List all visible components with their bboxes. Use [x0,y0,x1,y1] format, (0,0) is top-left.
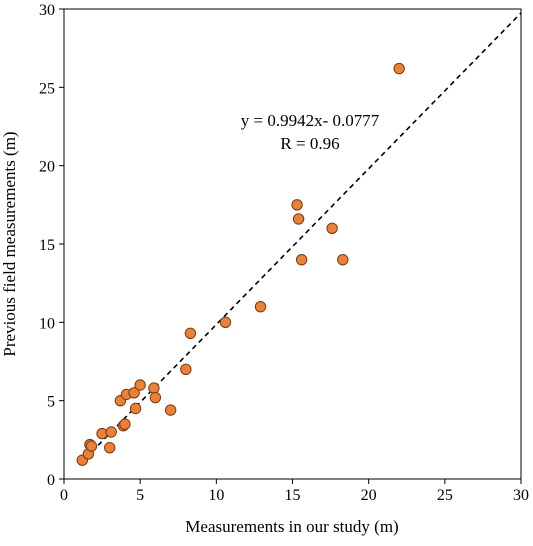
y-axis-ticks: 0 5 10 15 20 25 30 [39,2,64,489]
data-point [326,222,338,235]
data-point [96,427,108,440]
r-value-annotation: R = 0.96 [280,134,339,153]
x-tick-label: 25 [437,487,453,504]
x-tick-label: 20 [361,487,377,504]
x-axis-ticks: 0 5 10 15 20 25 30 [60,479,529,504]
x-axis-title: Measurements in our study (m) [185,517,398,536]
y-tick-label: 30 [39,2,55,19]
x-tick-label: 15 [285,487,301,504]
data-point [184,327,197,339]
data-point [128,387,140,399]
data-point [148,382,160,394]
data-point [337,253,349,266]
y-tick-label: 5 [47,394,55,411]
data-point [180,363,192,376]
data-point [129,402,142,415]
data-point [149,391,162,404]
data-point [295,253,308,266]
x-tick-label: 30 [513,487,529,504]
y-tick-label: 15 [39,237,55,254]
data-point [219,316,232,329]
data-points [76,62,405,466]
data-point [164,404,177,416]
y-tick-label: 10 [39,315,55,332]
data-point [134,379,146,391]
x-tick-label: 5 [136,487,144,504]
trendline [78,12,522,466]
data-point [254,300,267,313]
data-point [291,199,303,211]
x-tick-label: 10 [208,487,224,504]
equation-annotation: y = 0.9942x- 0.0777 [241,111,380,130]
data-point [119,418,131,430]
y-tick-label: 25 [39,80,55,97]
x-tick-label: 0 [60,487,68,504]
data-point [104,441,116,454]
data-point [105,426,117,438]
y-tick-label: 0 [47,472,55,489]
data-point [85,440,98,452]
y-axis-title: Previous field measurements (m) [0,131,19,356]
data-point [393,62,405,75]
y-tick-label: 20 [39,159,55,176]
data-point [292,213,305,225]
